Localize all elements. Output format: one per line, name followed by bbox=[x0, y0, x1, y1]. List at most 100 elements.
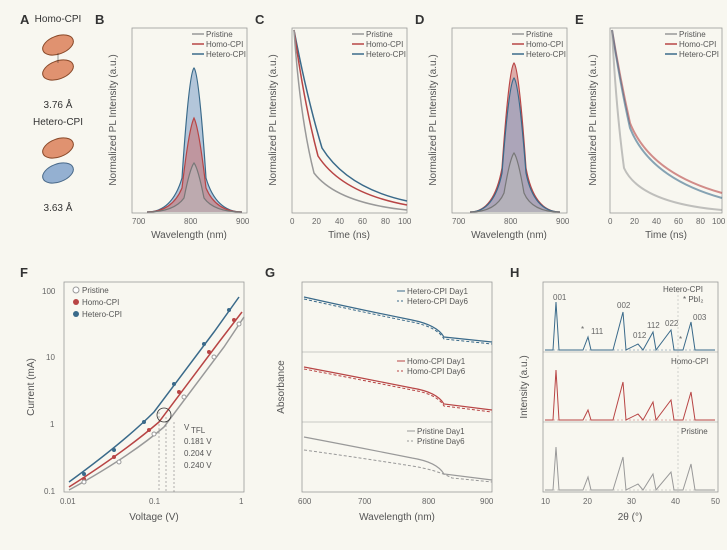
svg-text:Homo-CPI: Homo-CPI bbox=[671, 357, 708, 366]
svg-text:40: 40 bbox=[652, 217, 661, 226]
svg-text:Homo-CPI Day6: Homo-CPI Day6 bbox=[407, 367, 466, 376]
svg-text:1: 1 bbox=[50, 420, 55, 429]
svg-text:0.1: 0.1 bbox=[44, 487, 56, 496]
panel-b-chart: Pristine Homo-CPI Hetero-CPI 700 800 900… bbox=[100, 16, 255, 246]
panel-c-chart: Pristine Homo-CPI Hetero-CPI 0 20 40 60 … bbox=[260, 16, 415, 246]
svg-text:Hetero-CPI: Hetero-CPI bbox=[679, 50, 719, 59]
svg-text:Pristine: Pristine bbox=[681, 427, 708, 436]
svg-text:Homo-CPI: Homo-CPI bbox=[526, 40, 563, 49]
hetero-cpi-label: Hetero-CPI bbox=[28, 117, 88, 128]
svg-text:60: 60 bbox=[674, 217, 683, 226]
svg-text:0: 0 bbox=[290, 217, 295, 226]
svg-text:*: * bbox=[581, 325, 584, 334]
svg-text:001: 001 bbox=[553, 293, 567, 302]
svg-text:100: 100 bbox=[42, 287, 56, 296]
svg-text:* PbI₂: * PbI₂ bbox=[683, 295, 703, 304]
svg-text:40: 40 bbox=[335, 217, 344, 226]
svg-text:Wavelength (nm): Wavelength (nm) bbox=[359, 512, 435, 523]
svg-text:Intensity (a.u.): Intensity (a.u.) bbox=[519, 355, 530, 418]
svg-text:003: 003 bbox=[693, 313, 707, 322]
svg-text:Pristine Day6: Pristine Day6 bbox=[417, 437, 465, 446]
svg-text:Homo-CPI Day1: Homo-CPI Day1 bbox=[407, 357, 466, 366]
svg-text:0.240 V: 0.240 V bbox=[184, 461, 212, 470]
svg-text:Homo-CPI: Homo-CPI bbox=[366, 40, 403, 49]
svg-text:800: 800 bbox=[184, 217, 198, 226]
homo-cpi-label: Homo-CPI bbox=[28, 14, 88, 25]
svg-text:Hetero-CPI Day6: Hetero-CPI Day6 bbox=[407, 297, 468, 306]
svg-text:Pristine: Pristine bbox=[679, 30, 706, 39]
panel-f-chart: Pristine Homo-CPI Hetero-CPI VTFL 0.181 … bbox=[22, 270, 257, 530]
svg-text:TFL: TFL bbox=[191, 426, 206, 435]
svg-text:700: 700 bbox=[452, 217, 466, 226]
svg-text:Wavelength (nm): Wavelength (nm) bbox=[471, 230, 547, 241]
svg-text:Voltage (V): Voltage (V) bbox=[129, 512, 178, 523]
homo-molecule-icon bbox=[28, 25, 88, 95]
svg-text:60: 60 bbox=[358, 217, 367, 226]
panel-e-chart: Pristine Homo-CPI Hetero-CPI 0 20 40 60 … bbox=[580, 16, 727, 246]
svg-text:Current (mA): Current (mA) bbox=[26, 358, 37, 416]
svg-text:Homo-CPI: Homo-CPI bbox=[206, 40, 243, 49]
svg-text:012: 012 bbox=[633, 331, 647, 340]
svg-text:Normalized PL Intensity (a.u.): Normalized PL Intensity (a.u.) bbox=[268, 54, 279, 185]
svg-text:600: 600 bbox=[298, 497, 312, 506]
svg-text:20: 20 bbox=[312, 217, 321, 226]
svg-text:Pristine: Pristine bbox=[526, 30, 553, 39]
svg-text:20: 20 bbox=[630, 217, 639, 226]
homo-distance: 3.76 Å bbox=[28, 100, 88, 111]
svg-text:50: 50 bbox=[711, 497, 720, 506]
svg-text:800: 800 bbox=[504, 217, 518, 226]
svg-text:Hetero-CPI Day1: Hetero-CPI Day1 bbox=[407, 287, 468, 296]
svg-text:10: 10 bbox=[46, 353, 55, 362]
svg-text:Hetero-CPI: Hetero-CPI bbox=[663, 285, 703, 294]
svg-text:700: 700 bbox=[132, 217, 146, 226]
svg-text:Homo-CPI: Homo-CPI bbox=[82, 298, 119, 307]
svg-text:10: 10 bbox=[541, 497, 550, 506]
svg-text:900: 900 bbox=[556, 217, 570, 226]
panel-g-chart: Hetero-CPI Day1 Hetero-CPI Day6 Homo-CPI… bbox=[268, 270, 503, 530]
svg-text:Pristine: Pristine bbox=[206, 30, 233, 39]
svg-text:30: 30 bbox=[627, 497, 636, 506]
svg-text:Normalized PL Intensity (a.u.): Normalized PL Intensity (a.u.) bbox=[108, 54, 119, 185]
svg-text:1: 1 bbox=[239, 497, 244, 506]
panel-h-chart: Hetero-CPI * PbI₂ 001 * 111 002 012 112 … bbox=[513, 270, 727, 530]
svg-text:Hetero-CPI: Hetero-CPI bbox=[366, 50, 406, 59]
svg-text:0.01: 0.01 bbox=[60, 497, 76, 506]
svg-text:Time (ns): Time (ns) bbox=[328, 230, 370, 241]
svg-text:112: 112 bbox=[647, 321, 660, 330]
svg-text:80: 80 bbox=[381, 217, 390, 226]
svg-text:002: 002 bbox=[617, 301, 631, 310]
svg-text:Wavelength (nm): Wavelength (nm) bbox=[151, 230, 227, 241]
svg-text:80: 80 bbox=[696, 217, 705, 226]
svg-text:2θ (°): 2θ (°) bbox=[618, 512, 643, 523]
svg-text:Hetero-CPI: Hetero-CPI bbox=[526, 50, 566, 59]
svg-text:0.1: 0.1 bbox=[149, 497, 161, 506]
svg-text:Hetero-CPI: Hetero-CPI bbox=[206, 50, 246, 59]
svg-text:Normalized PL Intensity (a.u.): Normalized PL Intensity (a.u.) bbox=[588, 54, 599, 185]
panel-d-chart: Pristine Homo-CPI Hetero-CPI 700 800 900… bbox=[420, 16, 575, 246]
hetero-molecule-icon bbox=[28, 128, 88, 198]
svg-text:Hetero-CPI: Hetero-CPI bbox=[82, 310, 122, 319]
svg-text:Normalized PL Intensity (a.u.): Normalized PL Intensity (a.u.) bbox=[428, 54, 439, 185]
svg-text:022: 022 bbox=[665, 319, 679, 328]
svg-text:Absorbance: Absorbance bbox=[276, 360, 287, 414]
svg-text:Pristine: Pristine bbox=[82, 286, 109, 295]
svg-text:900: 900 bbox=[480, 497, 494, 506]
svg-text:V: V bbox=[184, 423, 190, 432]
svg-text:*: * bbox=[679, 335, 682, 344]
svg-text:100: 100 bbox=[712, 217, 726, 226]
svg-text:Homo-CPI: Homo-CPI bbox=[679, 40, 716, 49]
panel-a: Homo-CPI 3.76 Å Hetero-CPI 3.63 Å bbox=[28, 14, 88, 214]
svg-text:20: 20 bbox=[583, 497, 592, 506]
svg-text:111: 111 bbox=[591, 327, 604, 336]
svg-text:40: 40 bbox=[671, 497, 680, 506]
svg-text:0.204 V: 0.204 V bbox=[184, 449, 212, 458]
svg-text:Time (ns): Time (ns) bbox=[645, 230, 687, 241]
svg-text:0: 0 bbox=[608, 217, 613, 226]
svg-text:Pristine: Pristine bbox=[366, 30, 393, 39]
svg-text:0.181 V: 0.181 V bbox=[184, 437, 212, 446]
svg-text:Pristine Day1: Pristine Day1 bbox=[417, 427, 465, 436]
hetero-distance: 3.63 Å bbox=[28, 203, 88, 214]
svg-text:900: 900 bbox=[236, 217, 250, 226]
svg-text:800: 800 bbox=[422, 497, 436, 506]
svg-text:700: 700 bbox=[358, 497, 372, 506]
